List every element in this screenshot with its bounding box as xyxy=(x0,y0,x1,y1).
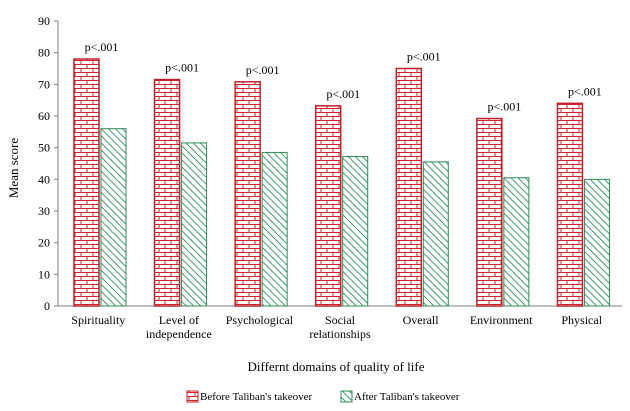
x-tick-label: Overall xyxy=(403,313,440,327)
p-value-annotation: p<.001 xyxy=(326,87,360,101)
x-tick-label: Level of independence xyxy=(146,313,212,341)
y-tick-label: 50 xyxy=(38,141,50,155)
y-tick-label: 90 xyxy=(38,14,50,28)
bar-after xyxy=(342,156,369,307)
x-axis-title: Differnt domains of quality of life xyxy=(247,359,424,374)
p-value-annotation: p<.001 xyxy=(407,50,441,64)
legend-label-after: After Taliban's takeover xyxy=(354,391,460,403)
legend: Before Taliban's takeover After Taliban'… xyxy=(186,390,460,403)
bar-before xyxy=(73,58,100,307)
x-tick-label: Psychological xyxy=(226,313,294,327)
bar-after xyxy=(261,151,288,307)
y-tick-label: 30 xyxy=(38,204,50,218)
y-axis-title: Mean score xyxy=(6,138,21,199)
y-tick-label: 40 xyxy=(38,172,50,186)
p-value-annotation: p<.001 xyxy=(568,84,602,98)
bar-after xyxy=(100,128,127,307)
legend-swatch-before xyxy=(186,390,199,403)
y-tick-label: 10 xyxy=(38,267,50,281)
x-tick-label: Spirituality xyxy=(71,313,125,327)
bar-before xyxy=(153,78,181,307)
bar-after xyxy=(422,161,449,307)
p-value-annotation: p<.001 xyxy=(165,61,199,75)
legend-swatch-after xyxy=(340,390,353,403)
p-value-annotation: p<.001 xyxy=(487,100,521,114)
bar-after xyxy=(181,142,208,307)
legend-label-before: Before Taliban's takeover xyxy=(200,391,313,403)
bar-before xyxy=(234,81,261,307)
y-tick-label: 80 xyxy=(38,46,50,60)
bar-before xyxy=(476,117,503,307)
bar-before xyxy=(556,102,584,307)
bar-after xyxy=(583,178,610,307)
y-tick-label: 20 xyxy=(38,236,50,250)
x-tick-label: Physical xyxy=(561,313,602,327)
y-tick-label: 70 xyxy=(38,77,50,91)
bar-before xyxy=(395,67,423,307)
x-tick-label: Environment xyxy=(470,313,533,327)
y-tick-label: 0 xyxy=(44,299,50,313)
bar-after xyxy=(503,177,530,307)
bar-before xyxy=(314,105,342,307)
y-tick-label: 60 xyxy=(38,109,50,123)
p-value-annotation: p<.001 xyxy=(85,40,119,54)
p-value-annotation: p<.001 xyxy=(246,63,280,77)
x-tick-label: Social relationships xyxy=(309,313,371,341)
